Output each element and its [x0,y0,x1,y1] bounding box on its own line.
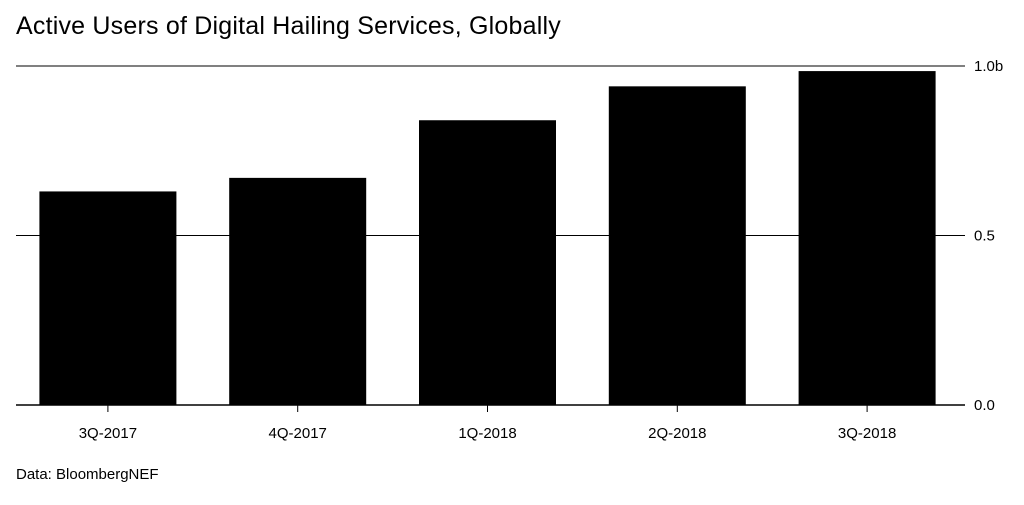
bars [39,71,936,406]
y-tick-label: 0.5 [974,228,995,245]
x-tick-label: 4Q-2017 [269,425,327,442]
x-tick-label: 2Q-2018 [648,425,706,442]
y-tick-label: 1.0b [974,58,1003,75]
y-tick-label: 0.0 [974,397,995,414]
bar [229,177,367,405]
bar [39,191,177,405]
chart-title: Active Users of Digital Hailing Services… [16,12,561,40]
x-tick-label: 3Q-2018 [838,425,896,442]
bar [608,86,746,405]
bar [798,71,936,406]
axes: 0.0 0.5 1.0b 3Q-2017 4Q-2017 1Q-2018 2Q-2018 3Q… [16,58,1003,442]
bar-chart: 0.0 0.5 1.0b 3Q-2017 4Q-2017 1Q-2018 2Q-2018 3Q… [16,58,1003,442]
x-tick-label: 3Q-2017 [79,425,137,442]
source-note: Data: BloombergNEF [16,466,159,483]
bar [419,120,556,406]
x-tick-label: 1Q-2018 [458,425,516,442]
